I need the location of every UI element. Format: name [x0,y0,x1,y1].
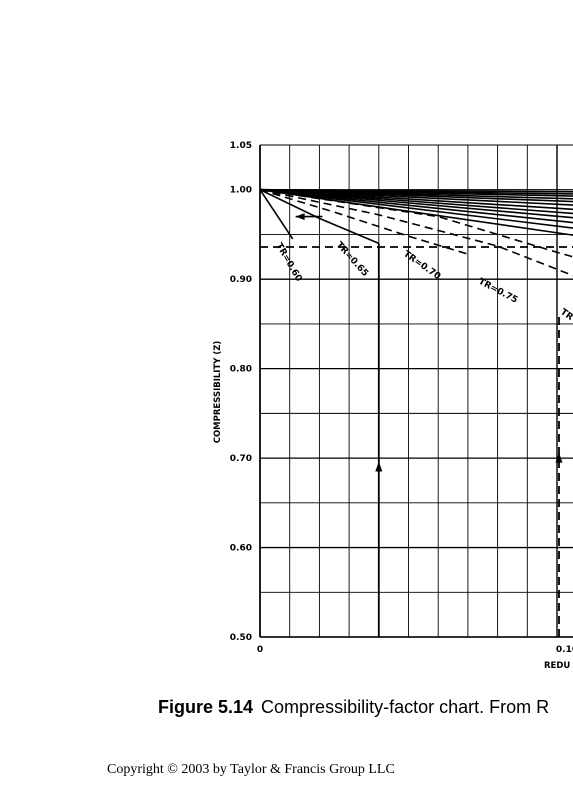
isotherm-curve [259,188,573,215]
arrow-up-icon [555,452,563,463]
compressibility-chart: 1.05 1.00 0.90 0.80 0.70 0.60 0.50 0 0.10 COMPRES… [213,141,573,670]
chart-curves [259,188,573,277]
isotherm-curve [259,188,573,236]
y-axis-label: COMPRESSIBILITY (Z) [213,341,223,444]
isotherm-curve [259,188,469,255]
copyright-notice: Copyright © 2003 by Taylor & Francis Gro… [107,762,395,777]
arrow-up-icon [375,461,383,472]
y-tick-label: 0.90 [230,275,252,285]
x-tick-label: 0.10 [556,645,573,655]
isotherm-label: TR=0.70 [401,249,442,282]
y-tick-label: 0.60 [230,544,252,554]
isotherm-curve [259,189,294,240]
figure-caption-text: Compressibility-factor chart. From R [261,697,550,717]
chart-grid [259,144,573,638]
chart-annotations [260,213,573,637]
isotherm-label: TR [558,307,573,323]
chart-labels: 1.05 1.00 0.90 0.80 0.70 0.60 0.50 0 0.10 COMPRES… [213,141,573,670]
x-axis-label: REDU [544,661,570,670]
isotherm-curve [259,188,573,193]
isotherm-curve [259,188,573,277]
figure-number: Figure 5.14 [158,697,254,717]
y-tick-label: 0.70 [230,454,252,464]
y-tick-label: 0.80 [230,365,252,375]
y-tick-label: 0.50 [230,633,252,643]
isotherm-curve [259,188,380,245]
figure-caption: Figure 5.14 Compressibility-factor chart.… [158,697,549,718]
y-tick-label: 1.05 [230,141,252,151]
x-tick-label: 0 [257,645,263,655]
isotherm-curve [259,188,573,211]
isotherm-curve [259,188,573,219]
arrow-left-icon [295,213,305,221]
y-tick-label: 1.00 [230,186,252,196]
isotherm-curve [259,188,573,229]
isotherm-curve [259,188,573,224]
